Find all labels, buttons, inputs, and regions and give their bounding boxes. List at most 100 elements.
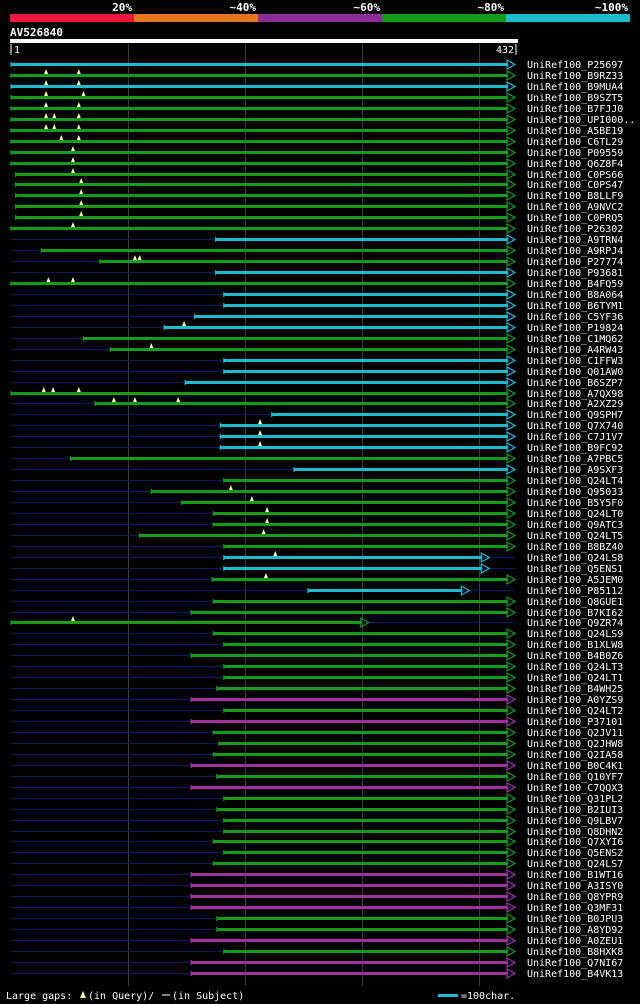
- hit-arrow-head: [506, 879, 517, 892]
- hit-aligned-bar: [223, 293, 508, 296]
- gap-marker: [176, 397, 181, 402]
- hit-aligned-bar: [216, 808, 508, 811]
- hit-aligned-bar: [223, 665, 508, 668]
- hit-aligned-bar: [213, 523, 508, 526]
- hit-label: UniRef100_Q95033: [527, 487, 623, 498]
- hit-arrow-head: [506, 157, 517, 170]
- hit-arrow-head: [506, 277, 517, 290]
- hit-row: UniRef100_C6TL29: [10, 135, 623, 148]
- gap-marker: [79, 211, 84, 216]
- hit-aligned-bar: [213, 753, 508, 756]
- hit-arrow-head: [506, 901, 517, 914]
- hit-aligned-bar: [11, 63, 508, 66]
- gap-marker: [44, 102, 49, 107]
- hit-aligned-bar: [191, 895, 508, 898]
- hit-arrow-head: [506, 825, 517, 838]
- hit-label: UniRef100_Q3MF31: [527, 903, 623, 914]
- footer-scale-bar: [438, 994, 458, 997]
- gap-marker: [137, 255, 142, 260]
- hit-row: UniRef100_B7FJJ0: [10, 102, 623, 115]
- hit-label: UniRef100_B6TYM1: [527, 301, 623, 312]
- hit-label: UniRef100_P25697: [527, 60, 623, 71]
- legend-swatch-1: [134, 14, 258, 22]
- hit-row: UniRef100_B6TYM1: [11, 299, 623, 312]
- hit-aligned-bar: [223, 830, 508, 833]
- hit-aligned-bar: [219, 742, 508, 745]
- hit-aligned-bar: [11, 162, 508, 165]
- hit-arrow-head: [506, 781, 517, 794]
- hit-row: UniRef100_C0PRQ5: [11, 211, 623, 224]
- hit-label: UniRef100_Q24LT4: [527, 476, 623, 487]
- hit-aligned-bar: [223, 479, 508, 482]
- hit-row: UniRef100_Q10YF7: [11, 770, 623, 783]
- gap-marker: [149, 343, 154, 348]
- hit-label: UniRef100_B4VK13: [527, 969, 623, 980]
- gap-marker: [79, 200, 84, 205]
- hit-row: UniRef100_A4RW43: [11, 343, 623, 356]
- hit-label: UniRef100_C7J1V7: [527, 432, 623, 443]
- hit-label: UniRef100_C0PS47: [527, 180, 623, 191]
- hit-row: UniRef100_Q2JHW8: [11, 737, 623, 750]
- gap-marker: [258, 441, 263, 446]
- hit-label: UniRef100_A9RPJ4: [527, 246, 623, 257]
- hit-row: UniRef100_UPI000..: [10, 113, 635, 126]
- hit-arrow-head: [506, 189, 517, 202]
- hit-label: UniRef100_Q7NI67: [527, 958, 623, 969]
- hit-arrow-head: [506, 354, 517, 367]
- gap-marker: [70, 168, 75, 173]
- hit-arrow-head: [506, 967, 517, 980]
- hit-aligned-bar: [15, 194, 509, 197]
- hit-label: UniRef100_Q9ATC3: [527, 520, 623, 531]
- hit-aligned-bar: [223, 851, 508, 854]
- hit-row: UniRef100_Q9ZR74: [10, 616, 623, 629]
- hit-arrow-head: [506, 408, 517, 421]
- hit-label: UniRef100_B8BZ40: [527, 542, 623, 553]
- hit-aligned-bar: [191, 611, 508, 614]
- hit-arrow-head: [506, 310, 517, 323]
- hit-row: UniRef100_Q3MF31: [11, 901, 623, 914]
- hit-arrow-head: [506, 682, 517, 695]
- hit-aligned-bar: [11, 621, 362, 624]
- gap-marker: [70, 157, 75, 162]
- hit-aligned-bar: [223, 567, 483, 570]
- hit-row: UniRef100_B8HXK8: [11, 945, 623, 958]
- hit-row: UniRef100_Q24LT2: [11, 704, 623, 717]
- hit-arrow-head: [506, 146, 517, 159]
- hit-arrow-head: [506, 168, 517, 181]
- hit-arrow-head: [480, 551, 491, 564]
- legend-label-3: ~80%: [478, 1, 505, 14]
- hit-arrow-head: [506, 627, 517, 640]
- hit-aligned-bar: [139, 534, 508, 537]
- hit-row: UniRef100_Q7NI67: [11, 956, 623, 969]
- hit-aligned-bar: [191, 873, 508, 876]
- hit-row: UniRef100_Q8GUE1: [11, 595, 623, 608]
- hit-row: UniRef100_P09559: [10, 146, 623, 159]
- hit-row: UniRef100_C5YF36: [11, 310, 623, 323]
- gap-marker: [249, 496, 254, 501]
- legend-label-0: 20%: [112, 1, 132, 14]
- legend-label-4: ~100%: [595, 1, 628, 14]
- gap-marker: [44, 91, 49, 96]
- hit-row: UniRef100_A0ZEU1: [11, 934, 623, 947]
- chart-title: AV526840: [10, 26, 63, 39]
- hit-arrow-head: [506, 857, 517, 870]
- gap-marker: [70, 146, 75, 151]
- hit-label: UniRef100_Q8DHN2: [527, 827, 623, 838]
- hit-row: UniRef100_Q7XYI6: [11, 835, 623, 848]
- hit-row: UniRef100_Q9ATC3: [11, 518, 623, 531]
- gap-marker: [76, 135, 81, 140]
- hit-row: UniRef100_A8YD92: [11, 923, 623, 936]
- hit-row: UniRef100_Q6Z8F4: [10, 157, 623, 170]
- hit-arrow-head: [506, 803, 517, 816]
- hit-arrow-head: [506, 387, 517, 400]
- hit-row: UniRef100_Q24LT4: [11, 474, 623, 487]
- hit-aligned-bar: [11, 140, 508, 143]
- hit-aligned-bar: [191, 786, 508, 789]
- hit-arrow-head: [506, 890, 517, 903]
- hit-label: UniRef100_Q9LBV7: [527, 816, 623, 827]
- gap-marker: [265, 518, 270, 523]
- gap-marker: [44, 113, 49, 118]
- hit-aligned-bar: [164, 326, 509, 329]
- hit-arrow-head: [506, 452, 517, 465]
- hit-row: UniRef100_Q24LT3: [11, 660, 623, 673]
